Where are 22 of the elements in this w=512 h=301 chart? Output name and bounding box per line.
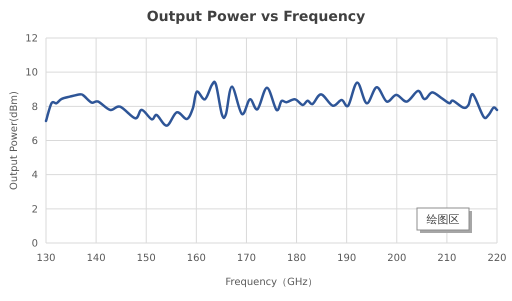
x-tick-label: 220 bbox=[487, 253, 507, 264]
x-tick-label: 190 bbox=[337, 253, 356, 264]
y-tick-label: 0 bbox=[32, 238, 38, 250]
x-tick-label: 150 bbox=[136, 253, 156, 264]
x-tick-label: 180 bbox=[287, 253, 306, 264]
y-tick-label: 2 bbox=[32, 204, 38, 216]
x-tick-label: 170 bbox=[236, 253, 256, 264]
y-axis-title: Output Power(dBm) bbox=[9, 90, 20, 190]
y-tick-label: 4 bbox=[32, 170, 38, 182]
x-tick-label: 140 bbox=[86, 253, 106, 264]
annotation: 绘图区 bbox=[426, 213, 460, 226]
x-tick-label: 160 bbox=[186, 253, 206, 264]
y-tick-label: 10 bbox=[25, 68, 38, 79]
y-tick-label: 12 bbox=[25, 34, 38, 44]
y-tick-label: 8 bbox=[32, 102, 38, 113]
y-tick-label: 6 bbox=[32, 136, 38, 147]
chart-title: Output Power vs Frequency bbox=[146, 9, 366, 25]
x-tick-label: 130 bbox=[36, 253, 56, 264]
line-series bbox=[44, 80, 498, 127]
x-tick-label: 200 bbox=[387, 253, 406, 264]
x-axis-title: Frequency（GHz） bbox=[225, 277, 318, 288]
x-tick-label: 210 bbox=[437, 253, 456, 264]
